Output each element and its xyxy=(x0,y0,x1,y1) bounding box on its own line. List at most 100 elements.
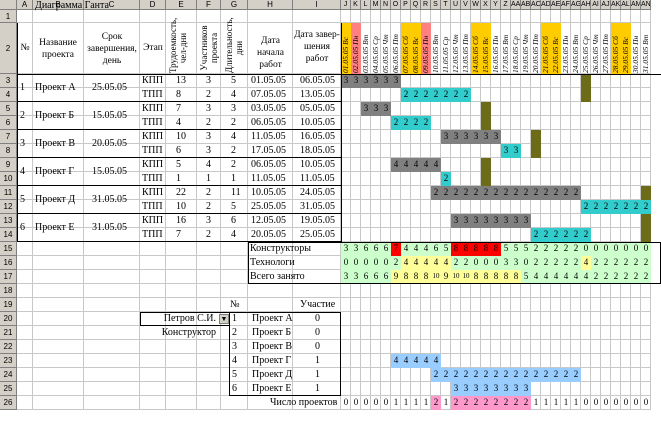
grid-cell[interactable] xyxy=(411,130,421,144)
column-header-Y[interactable]: Y xyxy=(491,0,501,10)
grid-cell[interactable] xyxy=(541,172,551,186)
grid-cell[interactable] xyxy=(17,256,33,270)
grid-cell[interactable] xyxy=(293,10,341,23)
grid-cell[interactable] xyxy=(541,284,551,298)
grid-cell[interactable] xyxy=(381,116,391,130)
grid-cell[interactable] xyxy=(601,23,611,74)
grid-cell[interactable] xyxy=(341,284,351,298)
grid-cell[interactable] xyxy=(601,382,611,396)
grid-cell[interactable] xyxy=(248,368,293,382)
grid-cell[interactable] xyxy=(401,396,411,410)
grid-cell[interactable] xyxy=(471,10,481,23)
grid-cell[interactable] xyxy=(581,172,591,186)
grid-cell[interactable] xyxy=(17,354,33,368)
grid-cell[interactable] xyxy=(611,130,621,144)
grid-cell[interactable] xyxy=(551,200,561,214)
grid-cell[interactable] xyxy=(521,10,531,23)
grid-cell[interactable] xyxy=(371,158,381,172)
grid-cell[interactable] xyxy=(293,242,341,256)
grid-cell[interactable] xyxy=(371,10,381,23)
grid-cell[interactable] xyxy=(451,354,461,368)
grid-cell[interactable] xyxy=(17,396,33,410)
grid-cell[interactable] xyxy=(221,23,248,74)
grid-cell[interactable] xyxy=(411,172,421,186)
grid-cell[interactable] xyxy=(521,102,531,116)
grid-cell[interactable] xyxy=(461,228,471,242)
column-header-J[interactable]: J xyxy=(341,0,351,10)
grid-cell[interactable] xyxy=(140,340,166,354)
grid-cell[interactable] xyxy=(381,298,391,312)
grid-cell[interactable] xyxy=(551,74,561,88)
grid-cell[interactable] xyxy=(461,340,471,354)
grid-cell[interactable] xyxy=(491,312,501,326)
column-header-T[interactable]: T xyxy=(441,0,451,10)
column-header-AC[interactable]: AC xyxy=(531,0,541,10)
grid-cell[interactable] xyxy=(341,326,351,340)
grid-cell[interactable] xyxy=(411,382,421,396)
grid-cell[interactable] xyxy=(611,10,621,23)
grid-cell[interactable] xyxy=(581,396,591,410)
grid-cell[interactable] xyxy=(511,200,521,214)
grid-cell[interactable] xyxy=(531,23,541,74)
row-header-18[interactable]: 18 xyxy=(0,284,17,298)
grid-cell[interactable] xyxy=(551,298,561,312)
grid-cell[interactable] xyxy=(421,74,431,88)
grid-cell[interactable] xyxy=(531,102,541,116)
grid-cell[interactable] xyxy=(411,228,421,242)
grid-cell[interactable] xyxy=(531,10,541,23)
grid-cell[interactable] xyxy=(481,284,491,298)
grid-cell[interactable] xyxy=(341,382,351,396)
grid-cell[interactable] xyxy=(461,158,471,172)
grid-cell[interactable] xyxy=(381,186,391,200)
row-header-10[interactable]: 10 xyxy=(0,172,17,186)
grid-cell[interactable] xyxy=(531,396,541,410)
grid-cell[interactable] xyxy=(33,23,84,74)
grid-cell[interactable] xyxy=(293,298,341,312)
grid-cell[interactable] xyxy=(421,228,431,242)
grid-cell[interactable] xyxy=(631,228,641,242)
grid-cell[interactable] xyxy=(248,340,293,354)
grid-cell[interactable] xyxy=(441,144,451,158)
grid-cell[interactable] xyxy=(531,312,541,326)
grid-cell[interactable] xyxy=(461,10,471,23)
grid-cell[interactable] xyxy=(166,102,197,116)
grid-cell[interactable] xyxy=(351,382,361,396)
grid-cell[interactable] xyxy=(611,312,621,326)
grid-cell[interactable] xyxy=(248,10,293,23)
grid-cell[interactable] xyxy=(166,186,197,200)
grid-cell[interactable] xyxy=(561,10,571,23)
grid-cell[interactable] xyxy=(391,340,401,354)
grid-cell[interactable] xyxy=(17,284,33,298)
grid-cell[interactable] xyxy=(401,284,411,298)
grid-cell[interactable] xyxy=(471,326,481,340)
grid-cell[interactable] xyxy=(351,10,361,23)
grid-cell[interactable] xyxy=(401,200,411,214)
grid-cell[interactable] xyxy=(421,340,431,354)
grid-cell[interactable] xyxy=(461,144,471,158)
grid-cell[interactable] xyxy=(197,10,221,23)
grid-cell[interactable] xyxy=(221,368,248,382)
row-header-11[interactable]: 11 xyxy=(0,186,17,200)
grid-cell[interactable] xyxy=(591,74,601,88)
grid-cell[interactable] xyxy=(591,172,601,186)
row-header-15[interactable]: 15 xyxy=(0,242,17,256)
grid-cell[interactable] xyxy=(521,88,531,102)
grid-cell[interactable] xyxy=(293,256,341,270)
grid-cell[interactable] xyxy=(221,242,248,256)
grid-cell[interactable] xyxy=(371,354,381,368)
grid-cell[interactable] xyxy=(631,144,641,158)
grid-cell[interactable] xyxy=(166,326,197,340)
grid-cell[interactable] xyxy=(611,368,621,382)
grid-cell[interactable] xyxy=(197,242,221,256)
grid-cell[interactable] xyxy=(166,10,197,23)
grid-cell[interactable] xyxy=(571,396,581,410)
column-header-K[interactable]: K xyxy=(351,0,361,10)
grid-cell[interactable] xyxy=(166,270,197,284)
grid-cell[interactable] xyxy=(33,186,84,200)
grid-cell[interactable] xyxy=(84,74,140,88)
grid-cell[interactable] xyxy=(591,158,601,172)
grid-cell[interactable] xyxy=(621,340,631,354)
grid-cell[interactable] xyxy=(481,10,491,23)
grid-cell[interactable] xyxy=(591,88,601,102)
grid-cell[interactable] xyxy=(166,116,197,130)
